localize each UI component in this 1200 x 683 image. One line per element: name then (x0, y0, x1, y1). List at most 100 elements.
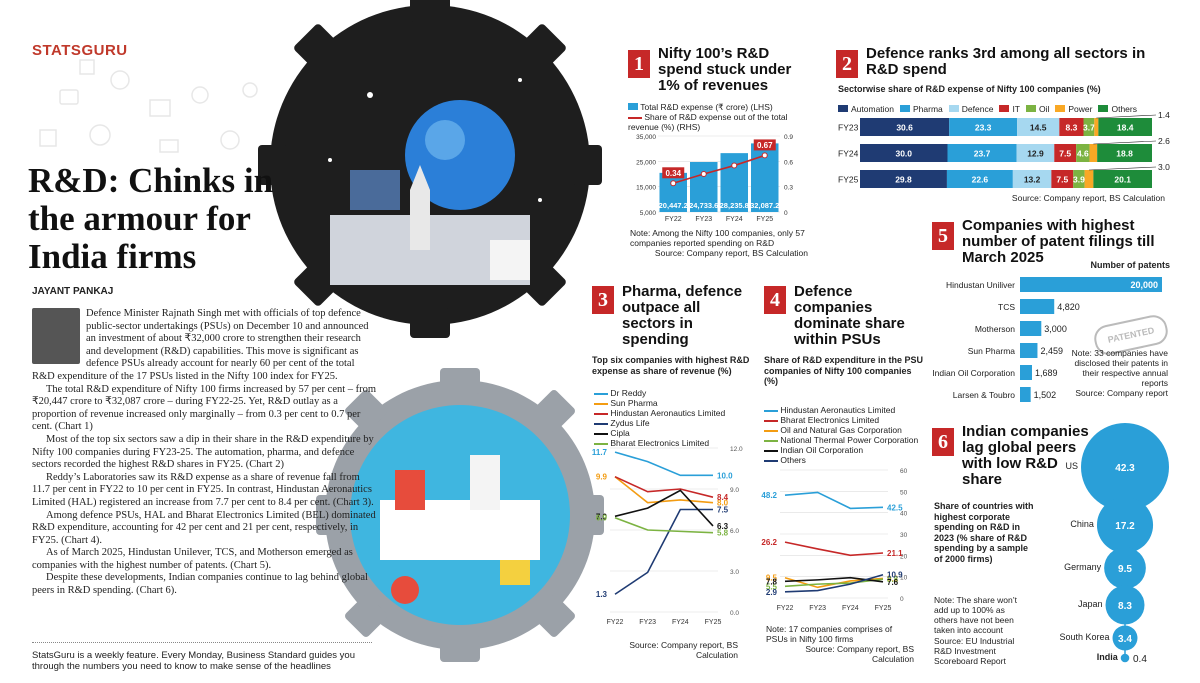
segment-label: 20.1 (1114, 175, 1131, 185)
chart-2-source: Source: Company report, BS Calculation (1011, 193, 1165, 203)
bubble (1112, 625, 1138, 651)
end-label: 8.0 (717, 499, 729, 508)
legend-swatch (764, 459, 778, 462)
legend-item: Bharat Electronics Limited (764, 415, 924, 425)
x-tick: FY23 (639, 619, 656, 626)
segment-label: 29.8 (895, 175, 912, 185)
legend-item: Oil (1026, 104, 1049, 114)
legend-label: IT (1012, 103, 1020, 114)
chart-2-number: 2 (836, 50, 858, 78)
legend-item: Defence (948, 104, 993, 114)
callout-label: 2.6 (1158, 136, 1170, 146)
share-label-bg (753, 139, 776, 151)
bar (690, 162, 718, 212)
y-tick: 60 (900, 468, 908, 475)
series-line (784, 573, 884, 593)
stack-segment (1084, 170, 1094, 188)
start-label: 5.5 (766, 582, 778, 591)
chart-2-plot: FY23 30.6 23.3 14.5 8.3 3.7 1.4 18.4 FY24 30.0 23.… (838, 110, 1170, 188)
series-line (614, 516, 714, 534)
segment-label: 3.9 (1073, 175, 1085, 185)
share-point (670, 180, 677, 187)
chart-2-title: Defence ranks 3rd among all sectors in R… (866, 45, 1146, 78)
chart-4-header: 4 Defence companies dominate share withi… (764, 284, 924, 348)
legend-item: Sun Pharma (594, 398, 754, 408)
chart-6-note: Note: The share won’t add up to 100% as … (934, 595, 1017, 635)
chart-6-title: Indian companies lag global peers with l… (962, 423, 1089, 488)
y-tick: 50 (900, 489, 908, 496)
start-label: 7.8 (766, 577, 778, 586)
legend-label: Power (1068, 103, 1093, 114)
chart-6-source: Source: EU Industrial R&D Investment Sco… (934, 636, 1015, 666)
stack-segment (1073, 170, 1085, 188)
y-tick: 3.0 (730, 569, 739, 576)
bottom-gear-illustration (316, 368, 604, 662)
y-tick: 12.0 (730, 446, 743, 453)
legend-item: Bharat Electronics Limited (594, 438, 754, 448)
bubble (1081, 423, 1169, 511)
x-tick: FY24 (726, 216, 743, 223)
start-label: 11.7 (592, 448, 608, 457)
x-tick: FY23 (809, 605, 826, 612)
legend-swatch (1026, 105, 1036, 112)
end-label: 21.1 (887, 549, 903, 558)
stack-segment (860, 144, 948, 162)
series-line (784, 491, 884, 510)
series-line (614, 475, 714, 498)
legend-item: Hindustan Aeronautics Limited (594, 408, 754, 418)
article-paragraph: Despite these developments, Indian compa… (32, 572, 368, 597)
stack-segment (1093, 170, 1152, 188)
y-tick-right: 0.9 (784, 134, 793, 141)
legend-item: Oil and Natural Gas Corporation (764, 425, 924, 435)
end-label: 42.5 (887, 503, 903, 512)
article-body: Defence Minister Rajnath Singh met with … (32, 308, 377, 598)
chart-2-header: 2 Defence ranks 3rd among all sectors in… (836, 46, 1156, 78)
y-tick: 30 (900, 532, 908, 539)
chart-5-title: Companies with highest number of patent … (962, 217, 1155, 266)
legend-label: Cipla (610, 428, 630, 438)
chart-3-subtitle: Top six companies with highest R&D expen… (592, 355, 750, 376)
bar-label: 2,459 (1040, 346, 1063, 356)
stack-segment (1012, 170, 1052, 188)
legend-label: Hindustan Aeronautics Limited (780, 405, 896, 415)
legend-item: Indian Oil Corporation (764, 445, 924, 455)
legend-line: Share of R&D expense out of the total re… (628, 112, 788, 132)
legend-swatch (594, 402, 608, 405)
stack-segment (860, 118, 950, 136)
stack-segment (1097, 144, 1152, 162)
category-label: TCS (998, 302, 1015, 312)
end-label: 6.3 (717, 522, 729, 531)
bar-label: 20,447.2 (659, 201, 688, 210)
chart-4-plot: 0 10 20 30 40 50 60 FY22 FY23 FY24 FY25 48.2 42.5 26.… (761, 468, 908, 612)
legend-swatch (838, 105, 848, 112)
chart-5-header: 5 Companies with highest number of paten… (932, 218, 1172, 266)
legend-item: National Thermal Power Corporation (764, 435, 924, 445)
chart-3-header: 3 Pharma, defence outpace all sectors in… (592, 284, 752, 348)
chart-1-plot: 5,000 15,000 25,000 35,000 0 0.3 0.6 0.9 20,447.… (636, 134, 793, 223)
chart-4-title: Defence companies dominate share within … (794, 283, 905, 348)
chart-5-axis-title: Number of patents (1090, 260, 1170, 270)
legend-item: Dr Reddy (594, 388, 754, 398)
segment-label: 8.3 (1066, 123, 1078, 133)
chart-1-note: Note: Among the Nifty 100 companies, onl… (630, 228, 805, 248)
legend-swatch (999, 105, 1010, 112)
start-label: 2.9 (766, 588, 778, 597)
share-point (761, 152, 768, 159)
legend-swatch (594, 432, 608, 435)
start-label: 9.5 (766, 574, 778, 583)
legend-bar: Total R&D expense (₹ crore) (LHS) (640, 102, 773, 112)
category-label: Hindustan Uniliver (946, 280, 1015, 290)
callout-line (1093, 140, 1157, 145)
category-label: Larsen & Toubro (953, 390, 1015, 400)
legend-swatch (764, 419, 778, 422)
bar (1020, 365, 1032, 380)
chart-4-number: 4 (764, 286, 786, 314)
chart-6-number: 6 (932, 428, 954, 456)
y-tick: 0.0 (730, 610, 739, 617)
stack-segment (1054, 144, 1077, 162)
segment-label: 18.4 (1117, 123, 1134, 133)
legend-label: Oil and Natural Gas Corporation (780, 425, 902, 435)
segment-label: 13.2 (1024, 175, 1041, 185)
segment-label: 3.7 (1083, 123, 1095, 133)
end-label: 5.8 (717, 529, 729, 538)
